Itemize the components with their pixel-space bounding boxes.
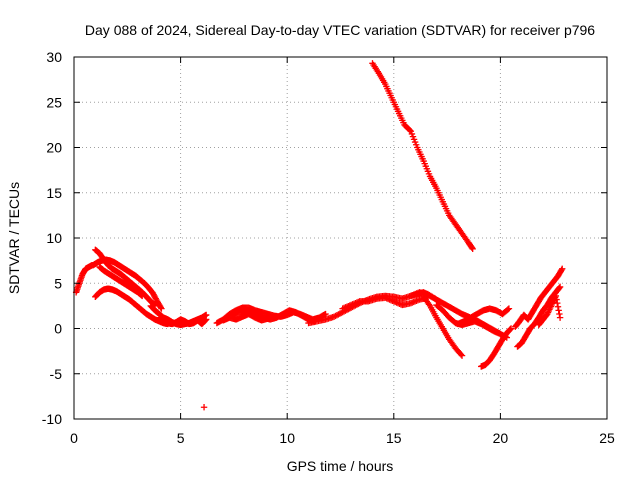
- data-point: [139, 292, 146, 300]
- data-points: [72, 60, 566, 411]
- data-point: [497, 330, 504, 338]
- data-point: [556, 314, 564, 321]
- data-point: [264, 315, 272, 322]
- y-tick-label: 10: [46, 230, 62, 246]
- data-point: [555, 307, 562, 314]
- data-point: [556, 284, 563, 291]
- series-satellite-track-15: [420, 293, 466, 359]
- data-point: [505, 305, 513, 312]
- series-satellite-track-12: [339, 294, 432, 312]
- series-satellite-track-19: [512, 265, 566, 330]
- series-satellite-track-13: [369, 60, 476, 253]
- data-point: [559, 265, 566, 272]
- y-tick-label: 25: [46, 94, 62, 110]
- series-satellite-track-4: [96, 263, 146, 300]
- data-point: [504, 306, 512, 313]
- y-tick-label: -10: [42, 411, 62, 427]
- grid-lines: [74, 57, 607, 419]
- y-tick-label: 20: [46, 140, 62, 156]
- data-point: [200, 404, 208, 411]
- data-point: [157, 304, 164, 311]
- data-point: [553, 296, 560, 303]
- data-point: [469, 245, 476, 253]
- data-point: [554, 299, 561, 307]
- series-satellite-track-7: [156, 314, 210, 328]
- series-satellite-track-3: [92, 246, 159, 310]
- series-satellite-track-21: [535, 292, 564, 329]
- series-satellite-track-20: [514, 283, 564, 350]
- y-tick-label: -5: [50, 366, 63, 382]
- axis-ticks: 0 5 10 15 20 25 -10 -5 0 5 10 15 20 25 30: [42, 49, 615, 446]
- data-point: [202, 317, 209, 324]
- data-point: [556, 283, 564, 291]
- series-isolated-point: [200, 404, 208, 411]
- y-tick-label: 30: [46, 49, 62, 65]
- x-tick-label: 20: [493, 430, 509, 446]
- x-tick-label: 15: [386, 430, 402, 446]
- data-point: [458, 352, 466, 359]
- data-point: [202, 316, 210, 323]
- x-tick-label: 25: [599, 430, 615, 446]
- y-tick-label: 5: [54, 275, 62, 291]
- chart-title: Day 088 of 2024, Sidereal Day-to-day VTE…: [85, 22, 595, 38]
- series-satellite-track-18: [478, 325, 515, 370]
- series-satellite-track-10: [220, 310, 272, 324]
- data-point: [507, 325, 515, 332]
- data-point: [558, 266, 565, 274]
- data-point: [158, 305, 165, 312]
- data-point: [556, 310, 563, 318]
- y-tick-label: 0: [54, 321, 62, 337]
- data-point: [406, 126, 413, 134]
- y-axis-label: SDTVAR / TECUs: [6, 182, 22, 294]
- x-tick-label: 10: [279, 430, 295, 446]
- x-tick-label: 0: [70, 430, 78, 446]
- x-axis-label: GPS time / hours: [287, 458, 394, 474]
- series-satellite-track-2: [89, 256, 165, 312]
- data-point: [457, 351, 465, 358]
- data-point: [468, 244, 476, 252]
- data-point: [507, 326, 514, 333]
- y-tick-label: 15: [46, 185, 62, 201]
- x-tick-label: 5: [177, 430, 185, 446]
- data-point: [322, 310, 329, 318]
- data-point: [554, 303, 562, 310]
- series-satellite-track-17: [454, 305, 513, 328]
- series-satellite-track-1: [72, 261, 96, 296]
- data-point: [552, 292, 560, 300]
